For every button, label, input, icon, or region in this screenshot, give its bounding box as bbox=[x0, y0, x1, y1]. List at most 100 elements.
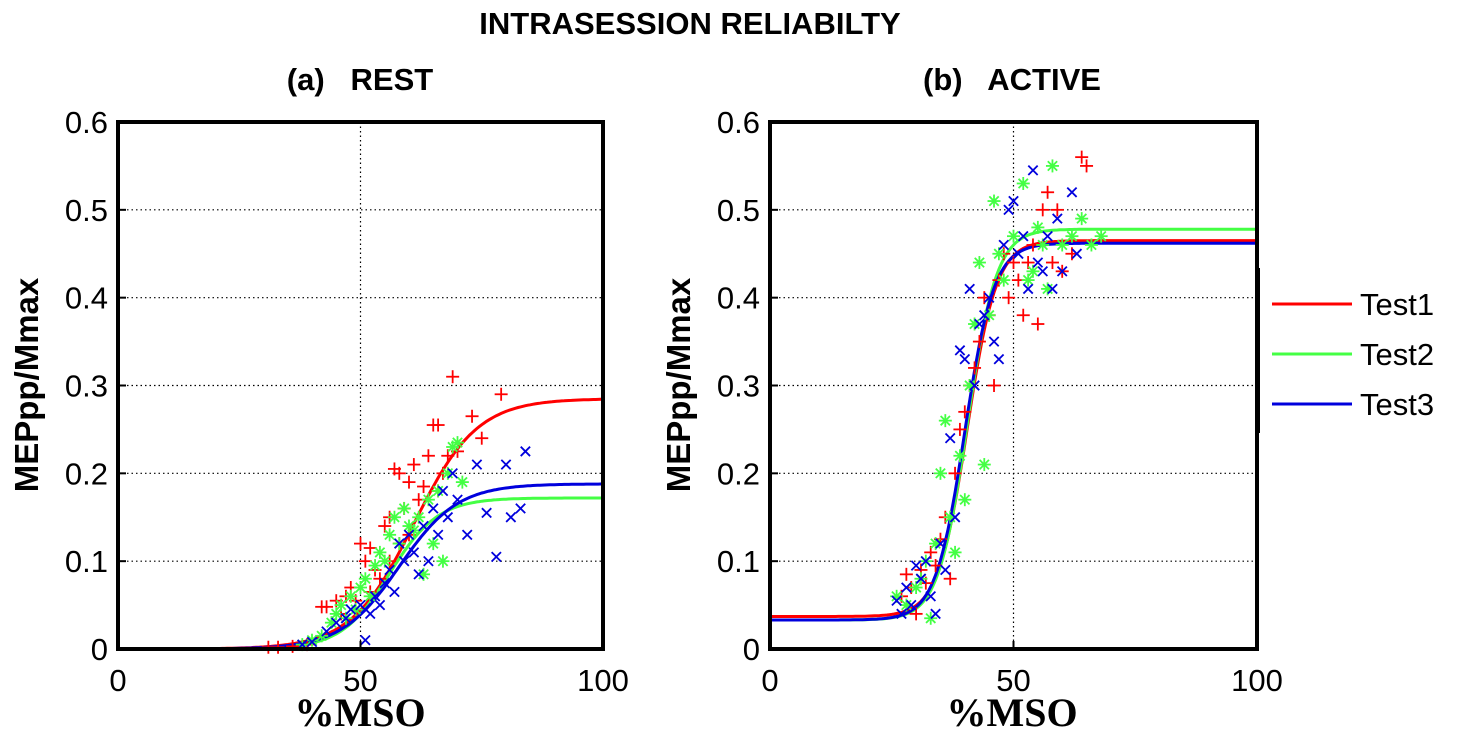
data-point-test1 bbox=[958, 405, 972, 419]
data-point-test3 bbox=[1008, 195, 1019, 207]
data-point-test1 bbox=[421, 449, 435, 463]
data-point-test1 bbox=[402, 475, 416, 489]
data-point-test3 bbox=[447, 468, 458, 479]
data-point-test1 bbox=[407, 458, 421, 472]
data-point-test3 bbox=[520, 446, 531, 457]
data-point-test3 bbox=[1037, 266, 1049, 277]
data-point-test2 bbox=[436, 554, 450, 568]
data-point-test1 bbox=[392, 466, 406, 480]
data-point-test3 bbox=[481, 507, 492, 519]
data-point-test3 bbox=[969, 380, 980, 391]
data-point-test1 bbox=[431, 418, 445, 432]
data-point-test2 bbox=[933, 466, 947, 480]
data-point-test2 bbox=[1065, 229, 1079, 243]
x-tick-label: 50 bbox=[996, 663, 1030, 698]
data-point-test2 bbox=[977, 458, 991, 472]
data-point-test3 bbox=[940, 564, 951, 576]
y-tick-label: 0.5 bbox=[717, 193, 760, 228]
data-point-test3 bbox=[901, 582, 912, 593]
fit-curve-test1 bbox=[118, 397, 603, 651]
data-point-test1 bbox=[465, 409, 479, 423]
panel-title: (a) REST bbox=[287, 62, 433, 97]
data-point-test2 bbox=[383, 528, 397, 542]
data-point-test3 bbox=[983, 292, 995, 303]
data-point-test3 bbox=[374, 599, 386, 611]
data-point-test2 bbox=[958, 493, 972, 507]
data-point-test3 bbox=[896, 608, 907, 620]
data-point-test3 bbox=[403, 529, 415, 541]
y-tick-label: 0.6 bbox=[65, 105, 108, 140]
data-point-test2 bbox=[334, 598, 348, 612]
y-tick-label: 0.6 bbox=[717, 105, 760, 140]
data-point-test2 bbox=[1075, 212, 1089, 226]
data-point-test3 bbox=[1027, 164, 1039, 176]
data-point-test1 bbox=[417, 480, 431, 494]
data-point-test3 bbox=[1047, 283, 1058, 295]
data-point-test3 bbox=[891, 595, 902, 607]
y-tick-label: 0 bbox=[91, 632, 108, 667]
data-point-test2 bbox=[1055, 238, 1069, 252]
y-tick-label: 0.3 bbox=[717, 369, 760, 404]
tick-labels: 0 50 100 0 0.1 0.2 0.3 0.4 0.5 0.6 bbox=[65, 105, 629, 698]
y-tick-label: 0.3 bbox=[65, 369, 108, 404]
data-point-test3 bbox=[490, 551, 502, 563]
y-tick-label: 0.2 bbox=[717, 456, 760, 491]
fit-curves bbox=[118, 397, 604, 651]
data-point-test3 bbox=[427, 503, 439, 514]
data-point-test1 bbox=[320, 600, 334, 614]
data-point-test1 bbox=[1002, 291, 1016, 305]
data-point-test3 bbox=[384, 564, 395, 576]
data-point-test3 bbox=[306, 636, 318, 648]
data-point-test1 bbox=[494, 387, 508, 401]
data-points bbox=[261, 370, 531, 654]
x-tick-label: 0 bbox=[109, 663, 126, 698]
fit-curve-test3 bbox=[118, 482, 603, 651]
data-point-test3 bbox=[360, 634, 371, 646]
data-point-test3 bbox=[954, 345, 966, 356]
data-point-test1 bbox=[1036, 203, 1050, 217]
data-point-test1 bbox=[1016, 308, 1030, 322]
data-point-test3 bbox=[1022, 283, 1034, 295]
y-tick-label: 0.4 bbox=[717, 281, 760, 316]
data-point-test3 bbox=[398, 555, 410, 567]
y-tick-label: 0.4 bbox=[65, 281, 108, 316]
data-point-test1 bbox=[1045, 256, 1059, 270]
data-point-test1 bbox=[1075, 150, 1089, 164]
data-point-test2 bbox=[987, 194, 1001, 208]
data-point-test3 bbox=[355, 599, 366, 611]
data-point-test3 bbox=[1066, 186, 1078, 198]
data-point-test2 bbox=[344, 589, 358, 603]
data-point-test2 bbox=[953, 449, 967, 463]
legend-label-test1: Test1 bbox=[1360, 287, 1434, 322]
data-point-test3 bbox=[964, 283, 975, 295]
data-point-test3 bbox=[500, 459, 512, 470]
data-point-test3 bbox=[1052, 213, 1063, 224]
grid-lines bbox=[118, 122, 603, 649]
data-point-test3 bbox=[974, 318, 985, 330]
data-point-test2 bbox=[1094, 229, 1108, 243]
data-point-test1 bbox=[953, 422, 967, 436]
data-point-test2 bbox=[1031, 220, 1045, 234]
data-point-test2 bbox=[997, 273, 1011, 287]
data-point-test1 bbox=[1031, 317, 1045, 331]
x-tick-label: 100 bbox=[1231, 663, 1283, 698]
data-point-test2 bbox=[972, 256, 986, 270]
legend-label-test2: Test2 bbox=[1360, 337, 1434, 372]
data-point-test3 bbox=[330, 617, 342, 628]
data-point-test2 bbox=[358, 572, 372, 586]
panel-active: (b) ACTIVE 0 50 100 0 0.1 0.2 0.3 0.4 0.5 0.6 MEP… bbox=[660, 62, 1283, 732]
data-point-test3 bbox=[1056, 266, 1068, 277]
data-point-test3 bbox=[1003, 204, 1014, 216]
data-point-test3 bbox=[988, 336, 1000, 347]
data-point-test3 bbox=[920, 555, 932, 567]
data-point-test3 bbox=[1032, 257, 1044, 268]
data-point-test3 bbox=[442, 511, 454, 523]
x-tick-label: 0 bbox=[761, 663, 778, 698]
data-point-test1 bbox=[363, 541, 377, 555]
data-point-test1 bbox=[1050, 203, 1064, 217]
data-point-test2 bbox=[1016, 176, 1030, 190]
data-point-test3 bbox=[452, 494, 463, 505]
y-tick-label: 0 bbox=[743, 632, 760, 667]
data-point-test3 bbox=[910, 560, 922, 571]
